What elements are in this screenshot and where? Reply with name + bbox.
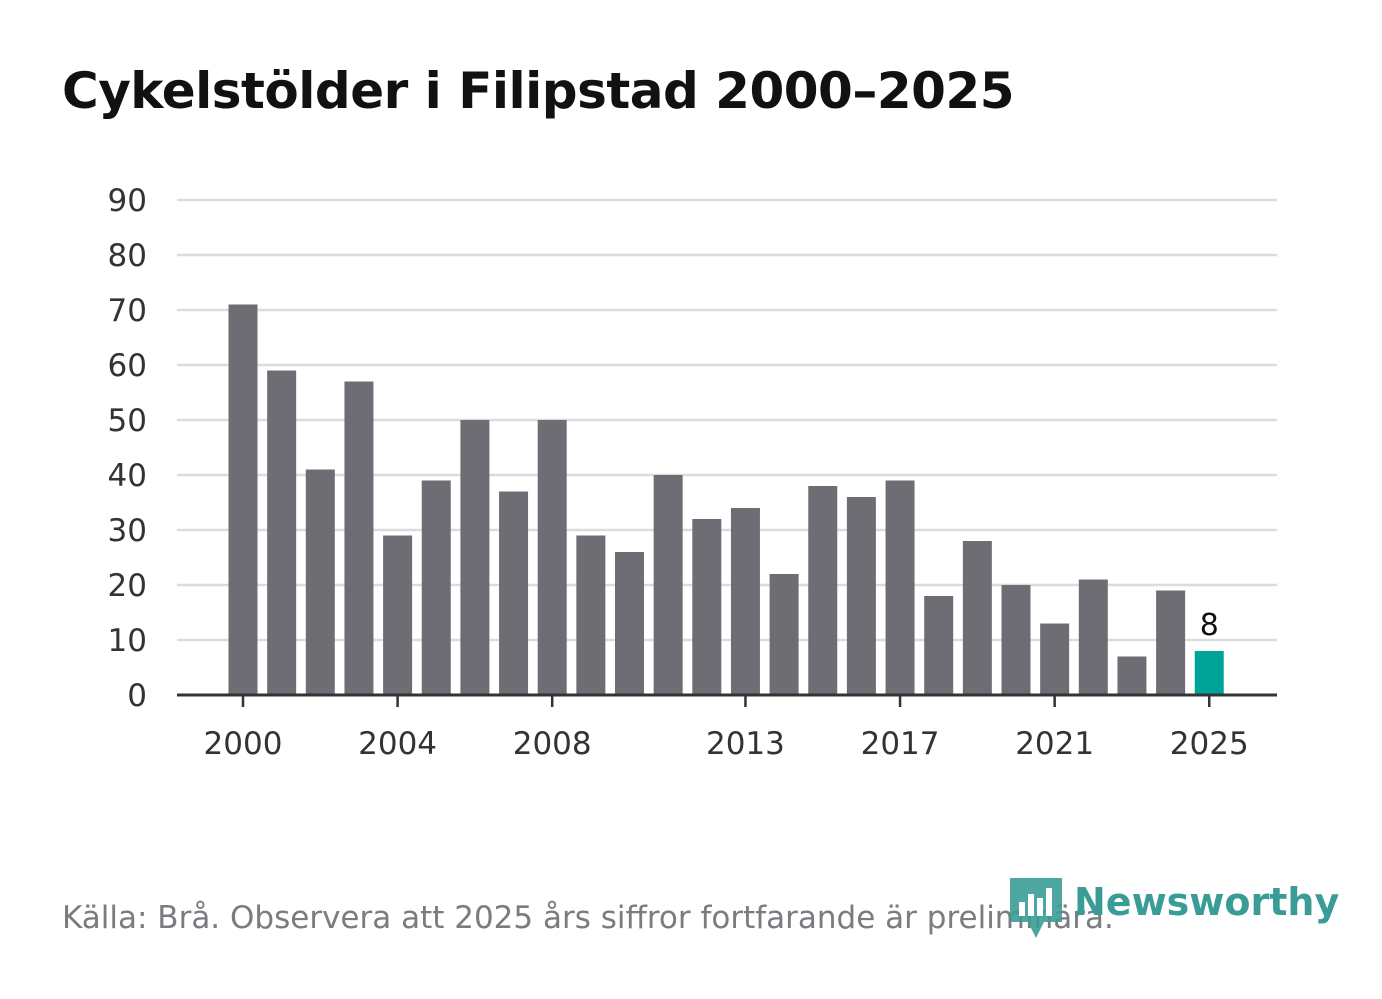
bar-2014[interactable] (769, 574, 799, 695)
y-tick-label: 30 (108, 513, 147, 549)
bar-2008[interactable] (537, 420, 567, 695)
bar-2020[interactable] (1001, 585, 1031, 695)
brand-name: Newsworthy (1074, 880, 1340, 924)
x-tick-label: 2025 (1170, 726, 1249, 762)
bar-2011[interactable] (653, 475, 683, 695)
bar-2003[interactable] (344, 381, 374, 696)
bar-2005[interactable] (421, 480, 451, 696)
bar-2007[interactable] (499, 491, 529, 696)
bar-2025[interactable] (1194, 651, 1224, 695)
brand-logo-group[interactable]: Newsworthy (1010, 878, 1339, 940)
bar-2009[interactable] (576, 535, 606, 696)
bar-2023[interactable] (1117, 656, 1147, 696)
bar-2018[interactable] (924, 596, 954, 695)
y-tick-label: 0 (127, 678, 147, 714)
bar-2024[interactable] (1156, 590, 1186, 696)
y-tick-label: 80 (108, 238, 147, 274)
y-tick-label: 20 (108, 568, 147, 604)
y-axis-ticks: 0 10 20 30 40 50 60 70 80 90 (108, 183, 147, 714)
y-tick-label: 90 (108, 183, 147, 219)
bar-2001[interactable] (267, 370, 297, 696)
x-tick-label: 2008 (513, 726, 592, 762)
x-tick-label: 2013 (706, 726, 785, 762)
bar-2016[interactable] (846, 497, 876, 695)
y-tick-label: 10 (108, 623, 147, 659)
chart-title: Cykelstölder i Filipstad 2000–2025 (62, 62, 1015, 120)
bar-2012[interactable] (692, 519, 722, 695)
bar-2017[interactable] (885, 480, 915, 696)
x-axis-ticks: 2000 2004 2008 2013 2017 2021 2025 (204, 695, 1249, 762)
bar-2010[interactable] (615, 552, 644, 695)
y-tick-label: 40 (108, 458, 147, 494)
x-tick-label: 2004 (358, 726, 437, 762)
bars (228, 304, 1224, 696)
bar-2021[interactable] (1040, 623, 1070, 696)
bar-2002[interactable] (305, 469, 335, 696)
bar-2000[interactable] (228, 304, 258, 696)
x-tick-label: 2017 (861, 726, 940, 762)
bar-2015[interactable] (808, 486, 838, 695)
data-labels: 8 (1200, 608, 1219, 643)
gridlines (177, 198, 1277, 642)
bar-2022[interactable] (1078, 579, 1108, 696)
data-label-2025: 8 (1200, 608, 1219, 643)
x-tick-label: 2000 (204, 726, 283, 762)
bar-2013[interactable] (730, 508, 760, 695)
y-tick-label: 50 (108, 403, 147, 439)
x-tick-label: 2021 (1015, 726, 1094, 762)
bar-2004[interactable] (383, 535, 413, 696)
y-tick-label: 70 (108, 293, 147, 329)
y-tick-label: 60 (108, 348, 147, 384)
newsworthy-logo-icon (1010, 878, 1062, 938)
source-note: Källa: Brå. Observera att 2025 års siffr… (62, 900, 1114, 936)
bar-2019[interactable] (962, 541, 992, 695)
bar-2006[interactable] (460, 420, 490, 695)
